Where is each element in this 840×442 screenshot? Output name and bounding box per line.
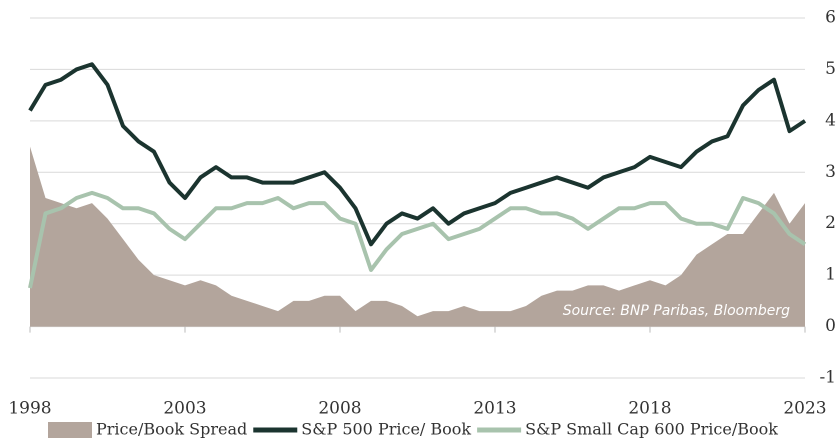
- x-tick-label: 2013: [473, 399, 516, 419]
- y-tick-label: -1: [819, 368, 836, 388]
- spread-area: [30, 146, 805, 327]
- x-tick-label: 2018: [628, 399, 671, 419]
- series-line: [28, 62, 807, 247]
- legend-swatch: [48, 422, 92, 438]
- legend-label: S&P Small Cap 600 Price/Book: [525, 420, 778, 439]
- x-tick-label: 2003: [163, 399, 206, 419]
- y-tick-label: 0: [825, 316, 836, 336]
- y-tick-label: 6: [825, 8, 836, 28]
- y-tick-label: 4: [825, 110, 836, 130]
- legend-label: Price/Book Spread: [96, 420, 247, 439]
- legend-label: S&P 500 Price/ Book: [301, 420, 471, 439]
- y-tick-label: 5: [825, 59, 836, 79]
- source-note: Source: BNP Paribas, Bloomberg: [563, 303, 790, 319]
- series-line: [28, 190, 807, 289]
- x-tick-label: 2008: [318, 399, 361, 419]
- y-tick-label: 1: [825, 265, 836, 285]
- x-tick-label: 1998: [8, 399, 51, 419]
- x-tick-label: 2023: [783, 399, 826, 419]
- y-tick-label: 3: [825, 162, 836, 182]
- y-tick-label: 2: [825, 213, 836, 233]
